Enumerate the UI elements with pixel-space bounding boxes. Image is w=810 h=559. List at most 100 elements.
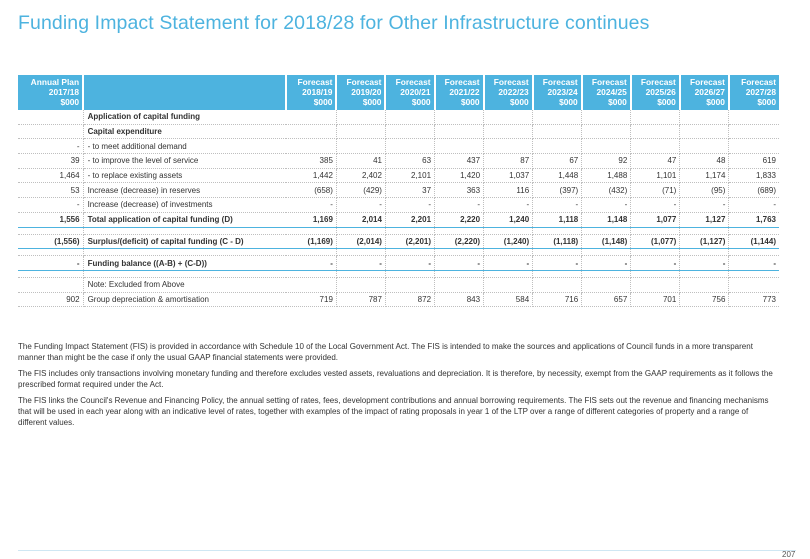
table-row: Capital expenditure [18,124,779,140]
value-cell: (2,014) [336,234,386,250]
value-cell [630,138,681,155]
row-label: Funding balance ((A-B) + (C-D)) [83,255,287,271]
value-cell [385,124,436,140]
table-row: - - to meet additional demand [18,138,779,155]
table-spacer [18,248,779,257]
header-forecast: Forecast 2018/19 $000 [286,75,338,110]
note-paragraph: The FIS includes only transactions invol… [18,369,773,389]
value-cell: 756 [679,292,730,308]
value-cell [532,138,583,155]
value-cell [483,124,534,140]
value-cell: 2,101 [385,168,436,184]
header-forecast: Forecast 2026/27 $000 [679,75,730,110]
value-cell: 2,402 [336,168,386,184]
value-cell [483,277,534,293]
value-cell: 787 [336,292,386,308]
table-row: - Increase (decrease) of investments ---… [18,197,779,213]
value-cell [679,138,730,155]
value-cell: 1,448 [532,168,583,184]
annual-plan-cell [18,124,84,140]
value-cell: (1,144) [728,234,779,250]
value-cell: - [630,197,681,213]
header-forecast: Forecast 2022/23 $000 [483,75,534,110]
value-cell: 116 [483,182,534,199]
value-cell: (432) [581,182,632,199]
value-cell: 1,240 [483,212,534,228]
value-cell: (1,077) [630,234,681,250]
value-cell: 701 [630,292,681,308]
value-cell: 1,148 [581,212,632,228]
value-cell: 657 [581,292,632,308]
note-paragraph: The Funding Impact Statement (FIS) is pr… [18,342,753,362]
value-cell: - [286,197,337,213]
value-cell: (1,148) [581,234,632,250]
value-cell: 41 [336,153,386,169]
header-annual-plan: Annual Plan 2017/18 $000 [18,75,85,110]
value-cell: - [336,255,386,271]
value-cell [581,124,632,140]
value-cell: - [434,255,485,271]
value-cell: 92 [581,153,632,169]
value-cell: (1,127) [679,234,730,250]
value-cell [630,124,681,140]
value-cell [336,110,386,125]
value-cell: (1,169) [286,234,337,250]
value-cell [483,110,534,125]
value-cell: - [630,255,681,271]
annual-plan-cell: - [18,138,84,155]
value-cell: 1,169 [286,212,337,228]
table-spacer [18,270,779,278]
value-cell: 2,201 [385,212,436,228]
value-cell [336,277,386,293]
value-cell [434,124,485,140]
value-cell: 872 [385,292,436,308]
value-cell [679,277,730,293]
table-row: 1,464 - to replace existing assets 1,442… [18,168,779,184]
table-row-surplus: (1,556) Surplus/(deficit) of capital fun… [18,234,779,250]
value-cell: - [385,197,436,213]
table-spacer [18,227,779,235]
value-cell [286,110,337,125]
value-cell: 1,833 [728,168,779,184]
annual-plan-cell [18,110,84,125]
annual-plan-cell: (1,556) [18,234,84,250]
row-label: Total application of capital funding (D) [83,212,287,228]
value-cell: (429) [336,182,386,199]
value-cell: 1,101 [630,168,681,184]
value-cell [286,138,337,155]
value-cell: - [679,197,730,213]
annual-plan-cell: 902 [18,292,84,308]
annual-plan-cell [18,277,84,293]
value-cell: 363 [434,182,485,199]
value-cell: (397) [532,182,583,199]
value-cell: 1,488 [581,168,632,184]
value-cell: 843 [434,292,485,308]
value-cell: 1,442 [286,168,337,184]
page-number: 207 [782,550,796,559]
value-cell [434,110,485,125]
footer-divider [18,550,796,551]
value-cell: 1,174 [679,168,730,184]
row-label: - to replace existing assets [83,168,287,184]
table-row: 39 - to improve the level of service 385… [18,153,779,169]
value-cell: 1,763 [728,212,779,228]
header-forecast: Forecast 2020/21 $000 [385,75,436,110]
header-forecast: Forecast 2023/24 $000 [532,75,583,110]
row-label: - to improve the level of service [83,153,287,169]
row-label: Surplus/(deficit) of capital funding (C … [83,234,287,250]
header-forecast: Forecast 2021/22 $000 [434,75,485,110]
annual-plan-cell: 1,556 [18,212,84,228]
value-cell: 773 [728,292,779,308]
row-label: Group depreciation & amortisation [83,292,287,308]
value-cell: (71) [630,182,681,199]
header-forecast: Forecast 2027/28 $000 [728,75,779,110]
value-cell [728,124,779,140]
table-row: Application of capital funding [18,110,779,125]
table-row: 53 Increase (decrease) in reserves (658)… [18,182,779,199]
annual-plan-cell: 39 [18,153,84,169]
value-cell: 37 [385,182,436,199]
table-header-row: Annual Plan 2017/18 $000 Forecast 2018/19… [18,75,779,110]
value-cell [385,277,436,293]
explanatory-notes: The Funding Impact Statement (FIS) is pr… [18,341,778,433]
value-cell: 2,014 [336,212,386,228]
